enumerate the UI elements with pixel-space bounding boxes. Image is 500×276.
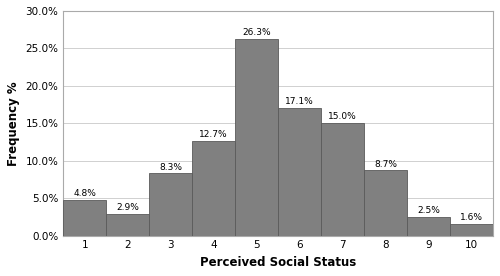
Bar — [150, 174, 192, 236]
Bar — [278, 108, 321, 236]
Text: 15.0%: 15.0% — [328, 112, 357, 121]
Text: 17.1%: 17.1% — [286, 97, 314, 106]
Bar — [192, 140, 235, 236]
Bar — [106, 214, 150, 236]
Text: 2.9%: 2.9% — [116, 203, 140, 212]
Text: 1.6%: 1.6% — [460, 213, 483, 222]
Text: 12.7%: 12.7% — [200, 130, 228, 139]
Text: 4.8%: 4.8% — [74, 189, 96, 198]
X-axis label: Perceived Social Status: Perceived Social Status — [200, 256, 356, 269]
Bar — [64, 200, 106, 236]
Bar — [450, 224, 493, 236]
Text: 8.3%: 8.3% — [160, 163, 182, 172]
Text: 26.3%: 26.3% — [242, 28, 271, 37]
Bar — [235, 39, 278, 236]
Bar — [321, 123, 364, 236]
Bar — [407, 217, 450, 236]
Bar — [364, 171, 407, 236]
Y-axis label: Frequency %: Frequency % — [7, 81, 20, 166]
Text: 8.7%: 8.7% — [374, 160, 397, 169]
Text: 2.5%: 2.5% — [417, 206, 440, 215]
